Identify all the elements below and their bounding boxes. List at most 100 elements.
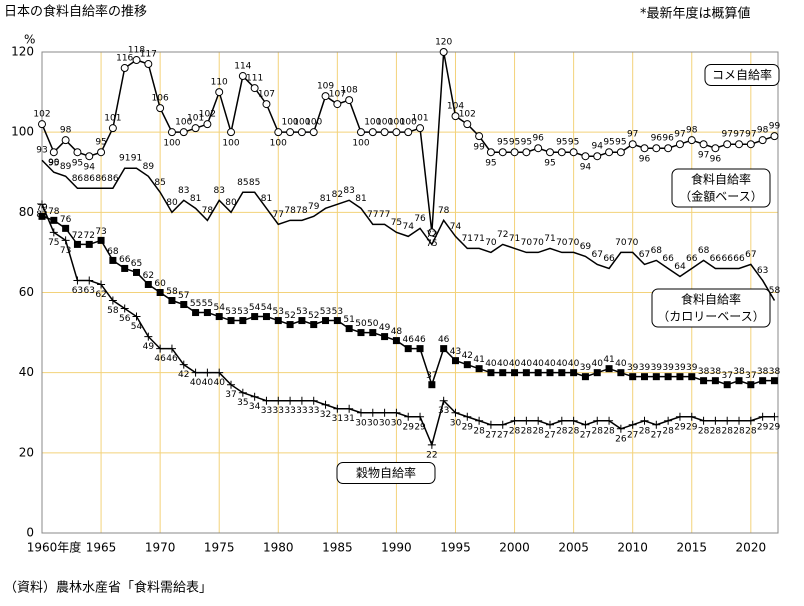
data-label: 79	[308, 202, 320, 212]
data-label: 94	[580, 163, 592, 173]
data-label: 46	[403, 335, 415, 345]
marker	[368, 408, 377, 417]
data-label: 54	[131, 322, 143, 332]
y-unit: %	[24, 33, 35, 47]
marker	[427, 440, 436, 449]
marker	[62, 224, 70, 232]
data-label: 100	[400, 118, 417, 128]
data-label: 99	[473, 143, 485, 153]
data-label: 89	[60, 162, 72, 172]
data-label: 53	[273, 307, 284, 317]
data-label: 38	[733, 367, 745, 377]
marker	[616, 424, 625, 433]
data-label: 99	[769, 122, 781, 132]
data-label: 53	[237, 307, 248, 317]
y-tick-label: 120	[11, 45, 34, 59]
data-label: 97	[721, 130, 732, 140]
data-label: 33	[308, 406, 319, 416]
marker	[215, 368, 224, 377]
marker	[534, 144, 543, 153]
data-label: 90	[48, 158, 60, 168]
data-label: 97	[674, 130, 685, 140]
marker	[61, 236, 70, 245]
data-label: 39	[639, 363, 651, 373]
marker	[428, 381, 436, 389]
y-tick-label: 20	[19, 445, 34, 459]
marker	[569, 416, 578, 425]
marker	[286, 396, 295, 405]
data-label: 58	[107, 306, 119, 316]
marker	[333, 100, 342, 109]
x-tick-label: 2000	[499, 541, 530, 555]
data-label: 100	[222, 139, 239, 149]
marker	[215, 88, 224, 97]
marker	[191, 124, 200, 133]
data-label: 93	[36, 146, 47, 156]
data-label: 39	[627, 363, 639, 373]
marker	[144, 332, 153, 341]
data-label: 81	[355, 194, 366, 204]
marker	[687, 412, 696, 421]
data-label: 28	[509, 426, 521, 436]
marker	[227, 317, 235, 325]
x-tick-label: 1980	[263, 541, 294, 555]
data-label: 32	[320, 410, 331, 420]
data-label: 107	[258, 90, 275, 100]
data-label: 63	[757, 266, 768, 276]
data-label: 28	[698, 426, 710, 436]
data-label: 28	[662, 426, 674, 436]
marker	[203, 368, 212, 377]
data-label: 95	[568, 138, 579, 148]
data-label: 75	[48, 238, 59, 248]
data-label: 95	[95, 138, 106, 148]
marker	[132, 312, 141, 321]
marker	[333, 404, 342, 413]
data-label: 29	[686, 422, 698, 432]
data-label: 85	[237, 178, 248, 188]
marker	[711, 144, 720, 153]
data-label: 37	[426, 371, 437, 381]
data-label: 95	[48, 159, 59, 169]
data-label: 78	[284, 206, 296, 216]
data-label: 57	[178, 291, 189, 301]
marker	[179, 360, 188, 369]
marker	[309, 128, 318, 137]
y-tick-label: 80	[19, 205, 34, 219]
data-label: 98	[60, 126, 72, 136]
data-label: 41	[603, 355, 614, 365]
marker	[510, 416, 519, 425]
data-label: 55	[202, 299, 213, 309]
data-label: 65	[131, 259, 142, 269]
marker	[156, 289, 164, 296]
data-label: 33	[284, 406, 295, 416]
marker	[640, 144, 649, 153]
data-label: 96	[710, 155, 722, 165]
marker	[451, 112, 460, 121]
marker	[380, 128, 389, 137]
marker	[404, 345, 412, 353]
data-label: 27	[497, 430, 508, 440]
data-label: 85	[249, 178, 260, 188]
marker	[108, 296, 117, 305]
data-label: 33	[296, 406, 307, 416]
data-label: 104	[447, 102, 464, 112]
data-label: 106	[152, 94, 169, 104]
marker	[629, 373, 637, 381]
marker	[262, 100, 271, 109]
marker	[85, 152, 94, 161]
data-label: 51	[343, 315, 354, 325]
data-label: 79	[36, 203, 48, 213]
data-label: 49	[379, 323, 391, 333]
data-label: 28	[639, 426, 651, 436]
marker	[593, 416, 602, 425]
data-label: 62	[95, 290, 106, 300]
data-label: 40	[202, 378, 214, 388]
marker	[85, 240, 93, 248]
data-label: 49	[143, 342, 155, 352]
data-label: 78	[438, 206, 450, 216]
callout-box	[671, 168, 771, 208]
marker	[581, 152, 590, 161]
x-tick-label: 1965	[86, 541, 117, 555]
data-label: 73	[60, 246, 71, 256]
marker	[416, 124, 425, 133]
